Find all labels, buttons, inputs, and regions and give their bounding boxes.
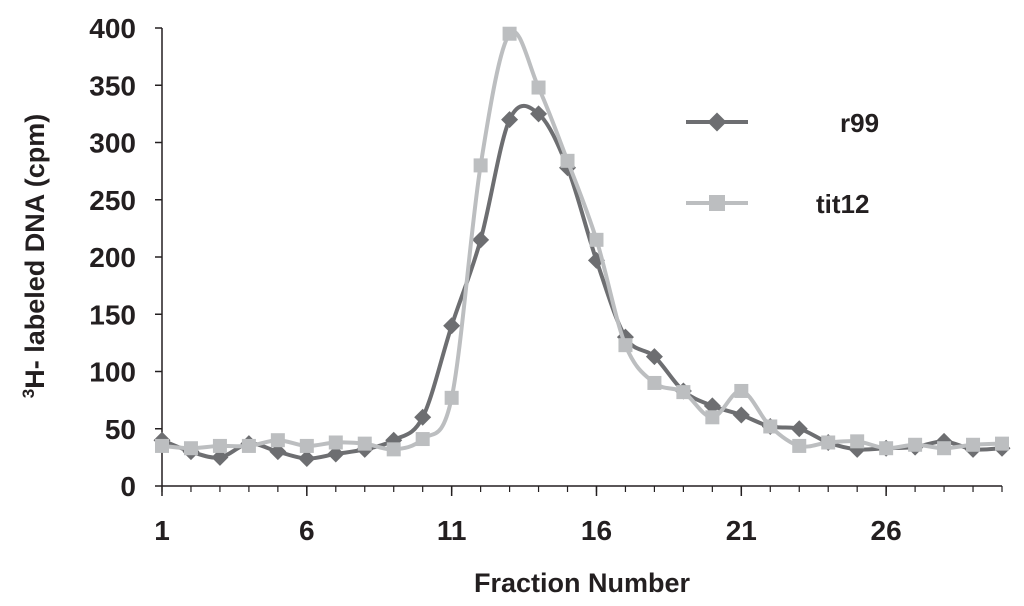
data-point-tit12 (560, 153, 575, 168)
series-layer (153, 26, 1011, 468)
series-line-r99 (161, 103, 1003, 461)
data-point-tit12 (995, 436, 1009, 451)
x-axis-title: Fraction Number (474, 568, 691, 598)
data-point-r99 (501, 111, 519, 129)
data-point-tit12 (183, 441, 198, 456)
data-point-tit12 (792, 438, 807, 453)
data-point-tit12 (705, 410, 720, 425)
series-r99 (153, 103, 1011, 468)
data-point-tit12 (821, 435, 836, 450)
data-point-tit12 (850, 434, 865, 449)
y-tick-label: 0 (120, 471, 136, 502)
data-point-tit12 (386, 442, 401, 457)
legend: r99 tit12 (686, 108, 879, 219)
data-point-r99 (327, 445, 345, 463)
data-point-r99 (472, 231, 490, 249)
data-point-tit12 (328, 435, 343, 450)
data-point-tit12 (966, 437, 981, 452)
x-tick-label: 1 (154, 515, 170, 546)
x-tick-label: 6 (299, 515, 315, 546)
y-tick-label: 400 (89, 13, 136, 44)
data-point-tit12 (879, 441, 894, 456)
data-point-tit12 (299, 438, 314, 453)
data-point-tit12 (212, 438, 227, 453)
x-tick-label: 21 (726, 515, 757, 546)
data-point-tit12 (502, 26, 517, 41)
y-tick-label: 100 (89, 357, 136, 388)
data-point-r99 (269, 443, 287, 461)
data-point-tit12 (155, 438, 169, 453)
data-point-r99 (790, 420, 808, 438)
legend-marker-r99 (707, 112, 727, 132)
data-point-tit12 (734, 383, 749, 398)
y-tick-label: 250 (89, 185, 136, 216)
data-point-tit12 (444, 390, 459, 405)
data-point-tit12 (676, 385, 691, 400)
y-tick-label: 150 (89, 299, 136, 330)
data-point-tit12 (937, 441, 952, 456)
data-point-r99 (530, 105, 548, 123)
series-tit12 (155, 26, 1009, 457)
legend-marker-tit12 (709, 195, 725, 211)
legend-label-tit12: tit12 (816, 189, 869, 219)
y-axis-title-superscript: 3 (19, 389, 38, 398)
data-point-r99 (732, 406, 750, 424)
data-point-r99 (443, 317, 461, 335)
data-point-r99 (703, 397, 721, 415)
data-point-tit12 (473, 158, 488, 173)
data-point-tit12 (618, 338, 633, 353)
data-point-tit12 (415, 432, 430, 447)
data-point-r99 (645, 348, 663, 366)
data-point-r99 (298, 450, 316, 468)
data-point-tit12 (241, 438, 256, 453)
series-line-tit12 (161, 29, 1003, 452)
data-point-tit12 (908, 437, 923, 452)
y-axis-title-main: H- labeled DNA (cpm) (20, 114, 50, 389)
y-tick-label: 300 (89, 128, 136, 159)
data-point-tit12 (647, 375, 662, 390)
data-point-r99 (211, 448, 229, 466)
data-point-tit12 (531, 80, 546, 95)
x-tick-label: 11 (437, 515, 467, 546)
data-point-tit12 (357, 436, 372, 451)
y-tick-label: 350 (89, 70, 136, 101)
x-tick-label: 26 (871, 515, 902, 546)
legend-label-r99: r99 (840, 108, 879, 138)
data-point-tit12 (270, 433, 285, 448)
y-axis-title: 3H- labeled DNA (cpm) (19, 114, 50, 399)
x-tick-label: 16 (581, 515, 612, 546)
y-tick-label: 50 (105, 414, 136, 445)
data-point-tit12 (589, 232, 604, 247)
data-point-r99 (414, 408, 432, 426)
data-point-tit12 (763, 419, 778, 434)
y-tick-label: 200 (89, 242, 136, 273)
